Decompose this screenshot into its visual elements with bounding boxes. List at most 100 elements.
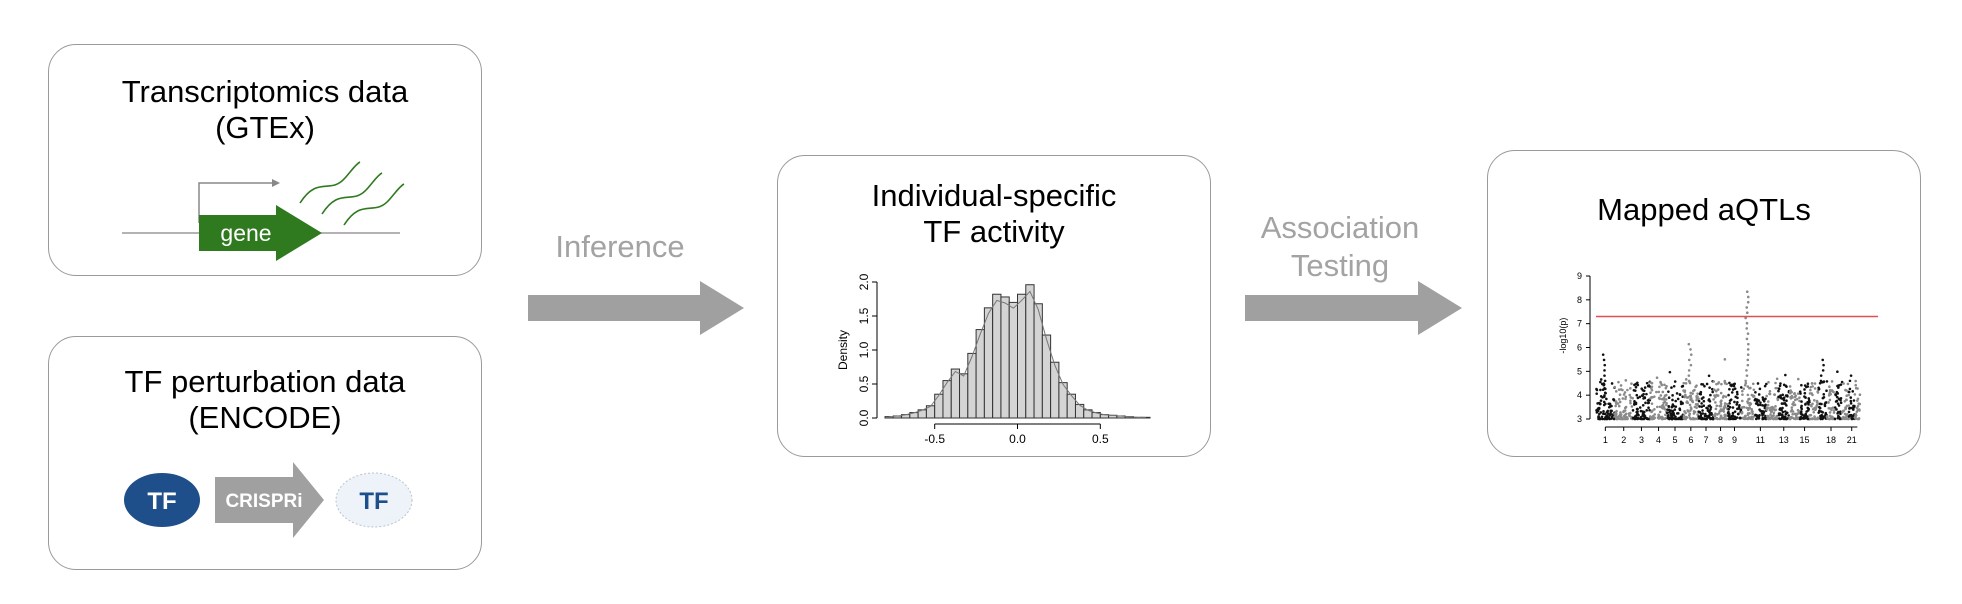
manhattan-point <box>1723 358 1727 361</box>
manhattan-point <box>1629 396 1633 399</box>
manhattan-point <box>1699 414 1703 418</box>
manhattan-point <box>1701 383 1705 386</box>
manhattan-point <box>1746 332 1750 335</box>
manhattan-point <box>1663 407 1667 411</box>
manhattan-point <box>1629 399 1632 403</box>
manhattan-point <box>1809 388 1812 392</box>
manhattan-point <box>1683 390 1687 394</box>
manhattan-point <box>1710 387 1714 391</box>
manhattan-point <box>1804 396 1807 399</box>
manhattan-point <box>1603 417 1606 421</box>
manhattan-point <box>1599 380 1602 384</box>
manhattan-point <box>1745 406 1749 410</box>
manhattan-ytick-label: 5 <box>1577 366 1582 376</box>
manhattan-xtick-label: 6 <box>1688 435 1693 445</box>
manhattan-point <box>1660 397 1664 401</box>
manhattan-point <box>1656 405 1659 409</box>
manhattan-point <box>1744 379 1747 383</box>
manhattan-point <box>1839 412 1842 416</box>
manhattan-point <box>1734 395 1738 399</box>
manhattan-point <box>1633 403 1636 406</box>
inference-label: Inference <box>555 229 685 264</box>
manhattan-point <box>1811 407 1815 411</box>
manhattan-point <box>1595 388 1599 392</box>
manhattan-point <box>1842 409 1845 413</box>
manhattan-point <box>1794 417 1797 421</box>
manhattan-point <box>1806 385 1810 388</box>
manhattan-point <box>1636 396 1640 400</box>
manhattan-point <box>1691 400 1695 404</box>
manhattan-point <box>1653 416 1656 420</box>
manhattan-point <box>1778 384 1782 388</box>
manhattan-point <box>1709 393 1712 397</box>
manhattan-point <box>1621 397 1625 400</box>
manhattan-point <box>1719 402 1723 406</box>
manhattan-point <box>1695 395 1699 398</box>
manhattan-point <box>1674 405 1678 408</box>
manhattan-point <box>1781 406 1784 410</box>
manhattan-point <box>1828 398 1832 402</box>
manhattan-point <box>1745 374 1749 377</box>
manhattan-point <box>1650 402 1654 405</box>
manhattan-point <box>1600 415 1604 419</box>
manhattan-point <box>1785 417 1788 421</box>
manhattan-point <box>1715 382 1718 386</box>
manhattan-point <box>1707 410 1711 414</box>
manhattan-point <box>1811 417 1814 420</box>
manhattan-point <box>1848 379 1852 383</box>
manhattan-point <box>1699 390 1703 394</box>
manhattan-point <box>1712 398 1715 401</box>
transcriptomics-title-line1: Transcriptomics data <box>121 74 409 109</box>
manhattan-point <box>1617 398 1621 401</box>
manhattan-point <box>1615 409 1618 413</box>
histogram-xtick-label: 0.0 <box>1009 432 1026 446</box>
manhattan-point <box>1645 381 1649 385</box>
manhattan-point <box>1851 390 1855 393</box>
manhattan-point <box>1783 415 1786 419</box>
manhattan-point <box>1760 412 1764 415</box>
manhattan-point <box>1603 369 1606 372</box>
manhattan-point <box>1813 408 1817 412</box>
manhattan-point <box>1763 406 1767 410</box>
manhattan-point <box>1735 390 1739 394</box>
manhattan-point <box>1687 374 1691 377</box>
manhattan-point <box>1602 409 1605 413</box>
manhattan-point <box>1791 396 1794 399</box>
manhattan-point <box>1684 411 1687 415</box>
manhattan-point <box>1705 406 1708 410</box>
manhattan-point <box>1713 394 1716 397</box>
manhattan-point <box>1682 381 1686 385</box>
manhattan-point <box>1713 414 1717 418</box>
manhattan-point <box>1732 384 1735 387</box>
manhattan-point <box>1716 394 1720 397</box>
manhattan-point <box>1689 363 1693 367</box>
manhattan-xtick-label: 13 <box>1779 435 1789 445</box>
manhattan-point <box>1828 392 1831 396</box>
manhattan-point <box>1658 385 1661 389</box>
manhattan-point <box>1659 394 1663 397</box>
tf-knockdown-ellipse <box>335 472 413 528</box>
manhattan-point <box>1745 321 1749 325</box>
manhattan-point <box>1822 363 1825 367</box>
manhattan-point <box>1709 406 1713 409</box>
manhattan-point <box>1807 397 1811 400</box>
manhattan-point <box>1820 402 1823 406</box>
manhattan-point <box>1832 390 1835 394</box>
manhattan-point <box>1819 379 1823 383</box>
manhattan-point <box>1806 382 1810 386</box>
manhattan-point <box>1714 389 1718 393</box>
manhattan-point <box>1626 388 1629 392</box>
transcript-wave-3 <box>343 183 405 226</box>
manhattan-point <box>1680 416 1684 419</box>
manhattan-xtick-label: 4 <box>1656 435 1661 445</box>
manhattan-point <box>1782 417 1786 421</box>
manhattan-point <box>1668 411 1671 414</box>
manhattan-point <box>1687 379 1691 383</box>
manhattan-point <box>1806 406 1810 410</box>
manhattan-point <box>1684 382 1688 385</box>
manhattan-point <box>1723 402 1727 405</box>
transcriptomics-title-line2: (GTEx) <box>215 110 315 145</box>
manhattan-xtick-label: 8 <box>1718 435 1723 445</box>
manhattan-point <box>1614 404 1617 408</box>
manhattan-point <box>1769 406 1772 410</box>
